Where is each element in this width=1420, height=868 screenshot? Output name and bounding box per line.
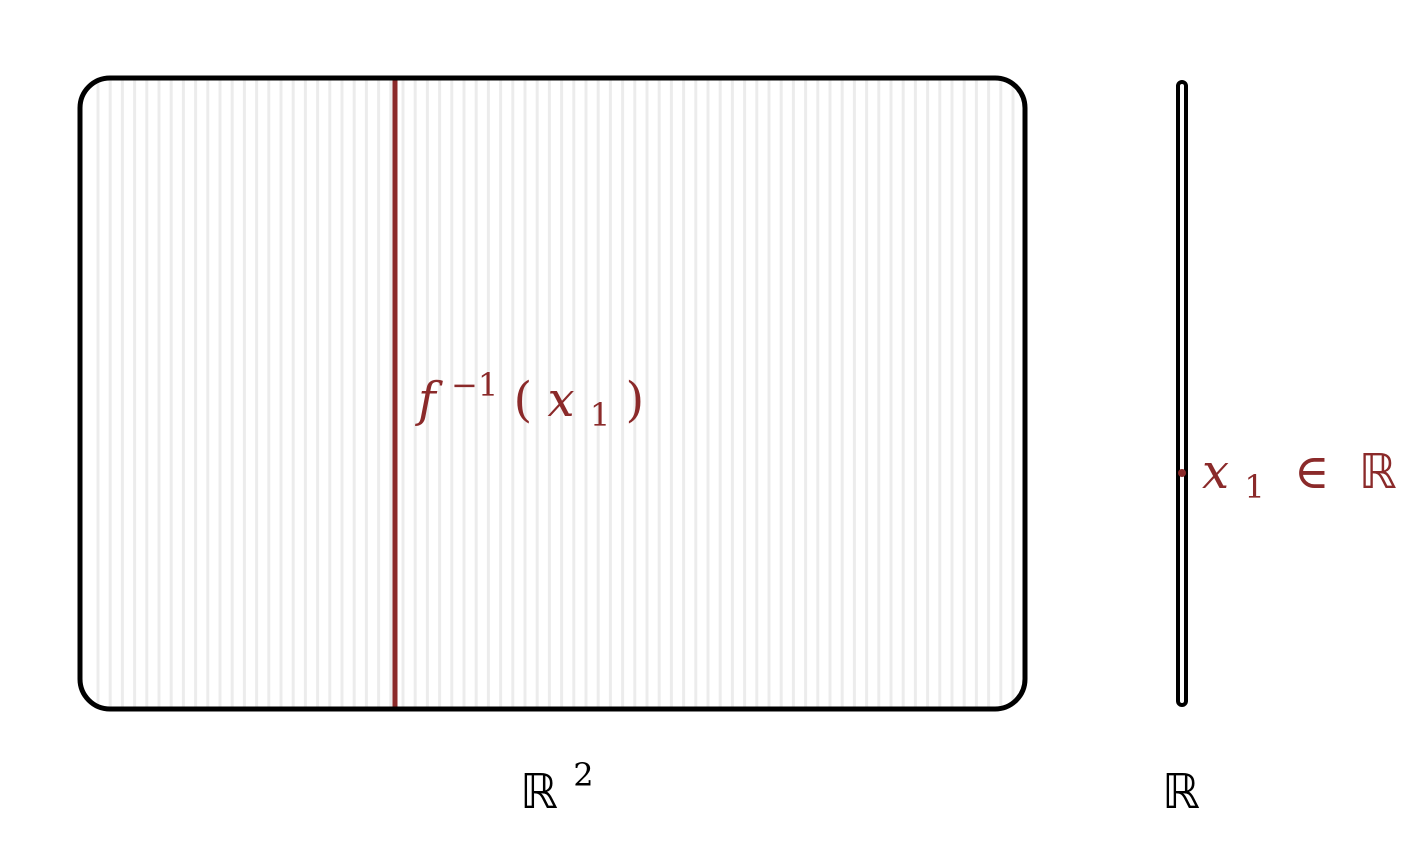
point-label-x: x — [1202, 444, 1229, 500]
domain-space-exponent: 2 — [573, 756, 593, 794]
fiber-label-f: f — [415, 372, 443, 428]
codomain-space-symbol: ℝ — [1162, 764, 1200, 820]
point-label: x 1 ∈ ℝ — [1202, 444, 1397, 510]
point-label-sub: 1 — [1244, 468, 1264, 506]
fiber-label-x: x — [547, 372, 574, 428]
domain-plane — [77, 75, 1028, 712]
codomain-line — [1176, 80, 1188, 707]
codomain-bar — [1176, 80, 1188, 707]
fiber-stripes — [96, 78, 1015, 709]
codomain-space-label: ℝ — [1162, 764, 1200, 820]
fiber-label-open: ( — [513, 372, 532, 428]
domain-space-symbol: ℝ — [520, 764, 558, 820]
domain-space-label: ℝ 2 — [520, 756, 594, 820]
point-marker — [1178, 469, 1186, 477]
fiber-label: f −1 ( x 1 ) — [415, 352, 644, 438]
domain-plane-outline — [77, 75, 1028, 712]
fiber-label-close: ) — [625, 372, 644, 428]
point-label-set: ℝ — [1359, 444, 1397, 500]
fiber-label-exponent: −1 — [451, 366, 498, 404]
fiber-label-sub: 1 — [590, 396, 610, 434]
point-label-in: ∈ — [1294, 444, 1330, 500]
